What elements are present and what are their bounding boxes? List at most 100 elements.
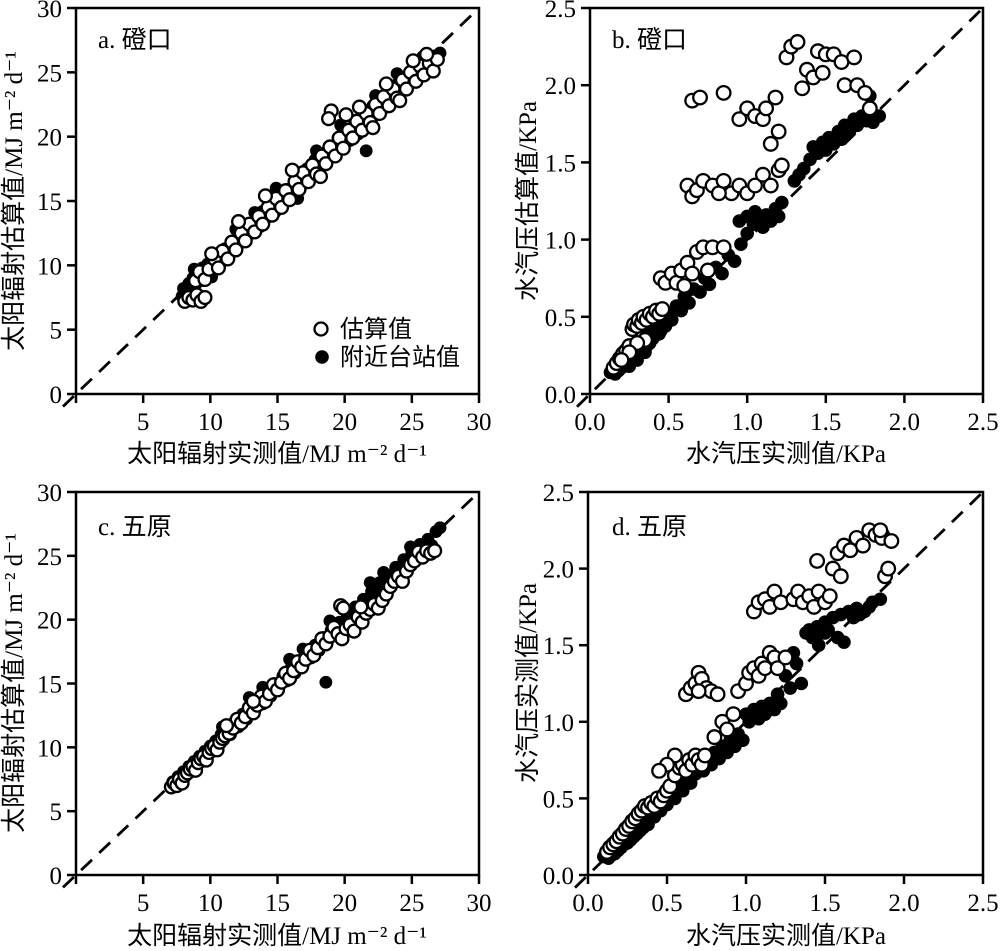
scatter-point-open xyxy=(257,188,273,204)
x-tick-label: 30 xyxy=(467,409,492,436)
scatter-point-open xyxy=(345,130,361,146)
scatter-point-open xyxy=(613,352,630,368)
y-tick-label: 2.5 xyxy=(543,480,574,507)
scatter-point-open xyxy=(794,80,811,97)
scatter-point-open xyxy=(676,277,693,294)
panel-d-title: d. 五原 xyxy=(612,514,687,541)
scatter-point-open xyxy=(398,81,415,97)
scatter-point-open xyxy=(719,721,735,738)
scatter-point-open xyxy=(699,262,716,279)
scatter-point-open xyxy=(692,89,708,106)
y-tick-label: 1.5 xyxy=(543,633,574,660)
scatter-point-open xyxy=(230,214,247,230)
scatter-point-filled xyxy=(377,566,391,579)
legend-label-station: 附近台站值 xyxy=(340,344,460,371)
scatter-point-filled xyxy=(433,521,447,535)
scatter-point-open xyxy=(320,111,337,127)
x-tick-label: 25 xyxy=(399,409,424,436)
panel-d-chart: 0.0 0.5 1.0 1.5 2.0 2.5 0.0 0.5 1.0 1.5 2.0 2.5 xyxy=(543,480,999,917)
scatter-point-open xyxy=(405,53,421,69)
scatter-point-open xyxy=(772,594,789,611)
panel-c-y-axis-label: 太阳辐射估算值/MJ m⁻² d⁻¹ xyxy=(0,533,28,833)
x-tick-label: 1.5 xyxy=(810,409,841,436)
scatter-point-open xyxy=(814,64,831,81)
x-tick-label: 15 xyxy=(265,409,290,436)
panel-c-x-axis-label: 太阳辐射实测值/MJ m⁻² d⁻¹ xyxy=(127,922,427,950)
scatter-point-filled xyxy=(653,323,668,338)
panel-d-x-axis-label: 水汽压实测值/KPa xyxy=(686,922,886,950)
plot-frame xyxy=(74,490,481,877)
x-tick-label: 1.5 xyxy=(809,890,840,917)
panel-b-chart: 0.0 0.5 1.0 1.5 2.0 2.5 0.0 0.5 1.0 1.5 2.0 2.5 xyxy=(545,0,999,436)
y-tick-label: 0.0 xyxy=(543,863,574,890)
panel-c-title: c. 五原 xyxy=(98,514,172,541)
y-tick-label: 1.0 xyxy=(543,710,574,737)
scatter-point-open xyxy=(338,107,354,123)
y-tick-label: 0 xyxy=(50,863,63,890)
legend-filled-circle-icon xyxy=(315,350,329,364)
scatter-point-open xyxy=(684,265,701,282)
scatter-point-filled xyxy=(319,675,333,689)
x-tick-label: 30 xyxy=(467,890,492,917)
scatter-point-filled xyxy=(818,626,832,640)
scatter-point-open xyxy=(696,747,713,764)
legend-open-circle-icon xyxy=(313,321,329,337)
y-tick-label: 2.5 xyxy=(545,0,576,23)
scatter-point-filled xyxy=(794,676,809,691)
panel-b-title: b. 磴口 xyxy=(612,26,687,54)
x-tick-label: 2.0 xyxy=(889,409,920,436)
plot-frame xyxy=(74,6,481,396)
panel-b-y-axis-label: 水汽压估算值/KPa xyxy=(514,101,542,301)
scatter-point-open xyxy=(832,568,849,585)
y-tick-label: 0.0 xyxy=(545,382,576,409)
y-tick-label: 25 xyxy=(37,60,62,87)
scatter-point-filled xyxy=(873,592,888,607)
scatter-point-open xyxy=(351,99,367,115)
scatter-point-open xyxy=(846,49,863,66)
scatter-point-filled xyxy=(664,313,679,327)
scatter-point-open xyxy=(747,177,764,194)
scatter-point-open xyxy=(769,660,786,677)
scatter-point-open xyxy=(821,588,838,605)
scatter-point-open xyxy=(220,251,236,267)
panel-a-chart: 5 10 15 20 25 30 0 5 10 15 20 25 30 xyxy=(37,0,492,436)
x-tick-label: 15 xyxy=(265,890,290,917)
panel-a-title: a. 磴口 xyxy=(98,26,172,54)
scatter-point-open xyxy=(284,162,300,178)
scatter-point-open xyxy=(335,140,351,156)
scatter-point-open xyxy=(365,120,381,136)
scatter-point-open xyxy=(654,301,671,318)
scatter-point-filled xyxy=(771,209,786,224)
scatter-point-open xyxy=(767,89,784,106)
scatter-point-open xyxy=(372,105,388,122)
legend: 估算值 附近台站值 xyxy=(313,316,460,371)
x-tick-label: 2.0 xyxy=(888,890,919,917)
scatter-point-open xyxy=(725,706,742,723)
scatter-point-open xyxy=(651,762,668,779)
scatter-point-open xyxy=(715,239,732,256)
plot-frame xyxy=(588,6,985,396)
y-tick-label: 1.5 xyxy=(545,150,576,177)
scatter-point-open xyxy=(789,34,806,50)
y-tick-label: 20 xyxy=(37,125,62,152)
scatter-point-open xyxy=(197,289,213,306)
y-tick-label: 10 xyxy=(37,735,62,762)
y-tick-label: 15 xyxy=(37,189,62,216)
scatter-point-open xyxy=(318,156,334,172)
x-tick-label: 20 xyxy=(332,409,357,436)
scatter-point-open xyxy=(880,560,897,577)
y-tick-label: 15 xyxy=(37,672,62,699)
y-tick-label: 25 xyxy=(37,544,62,571)
y-tick-label: 30 xyxy=(37,0,62,23)
scatter-point-open xyxy=(773,157,790,174)
y-tick-label: 30 xyxy=(37,480,62,507)
scatter-point-open xyxy=(715,172,732,189)
x-tick-label: 20 xyxy=(332,890,357,917)
scatter-point-open xyxy=(857,84,874,101)
scatter-point-filled xyxy=(359,144,373,158)
scatter-point-filled xyxy=(693,285,707,299)
scatter-point-open xyxy=(762,177,779,194)
scatter-point-filled xyxy=(773,696,788,711)
